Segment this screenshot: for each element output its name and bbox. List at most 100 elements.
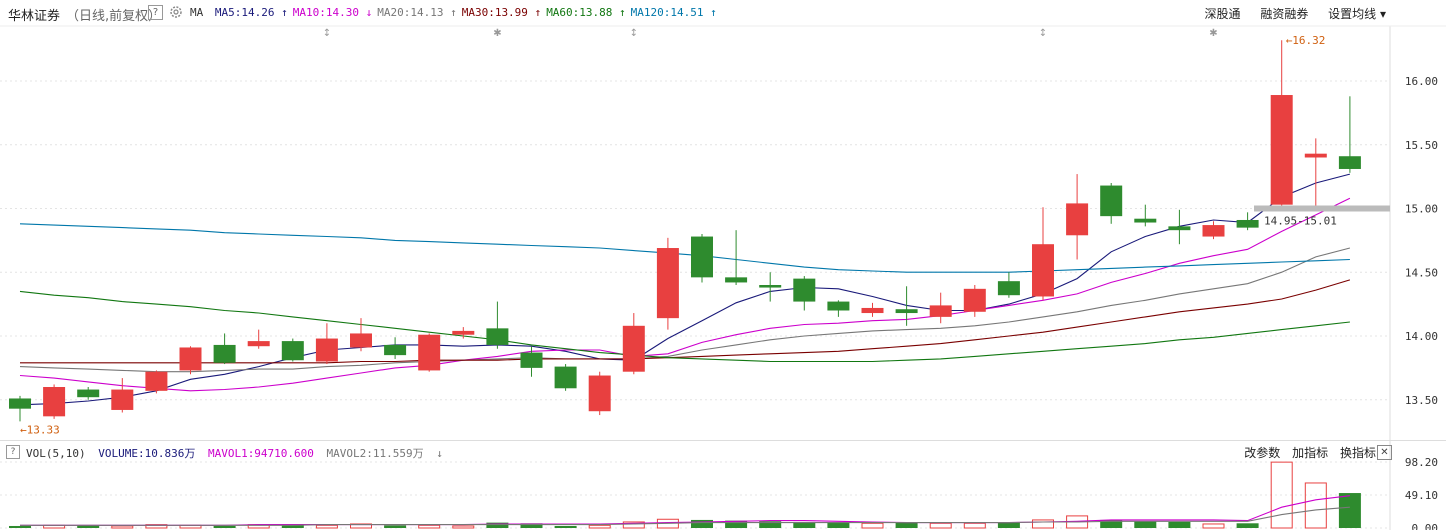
candle — [43, 387, 66, 417]
volume-bar — [691, 519, 713, 528]
candle — [350, 333, 372, 348]
volume-bar — [1168, 521, 1191, 528]
ma-legend-item: MA5:14.26 ↑ — [214, 6, 288, 19]
close-icon[interactable]: ✕ — [1377, 445, 1392, 460]
ma-legend-item: MA20:14.13 ↑ — [377, 6, 457, 19]
volume-bar — [145, 524, 168, 529]
ma-legend: MA MA5:14.26 ↑ MA10:14.30 ↓ MA20:14.13 ↑ MA… — [190, 6, 727, 19]
volume-bar — [963, 522, 986, 529]
ma-legend-item: MA120:14.51 ↑ — [630, 6, 717, 19]
volume-bar — [9, 525, 31, 528]
switch-indicator-button[interactable]: 换指标 — [1339, 446, 1376, 460]
top-bar: 华林证券 （日线,前复权） ? MA MA5:14.26 ↑ MA10:14.30 … — [0, 0, 1446, 26]
price-tick-label: 15.50 — [1405, 139, 1438, 152]
price-tick-label: 16.00 — [1405, 75, 1438, 88]
edit-params-button[interactable]: 改参数 — [1244, 446, 1281, 460]
candle — [384, 344, 407, 356]
volume-bar — [315, 524, 338, 529]
candle — [1168, 226, 1191, 231]
candle — [861, 307, 884, 314]
candle — [997, 281, 1020, 296]
help-icon[interactable]: ? — [148, 5, 163, 20]
candle — [452, 330, 475, 335]
volume-bar — [997, 522, 1020, 528]
volume-bar — [861, 522, 884, 529]
candle — [929, 305, 952, 317]
event-marker: ↕ — [323, 28, 331, 39]
ma-line-ma5 — [19, 173, 1351, 406]
candle — [315, 338, 338, 362]
volume-tick-label: 98.20 — [1405, 456, 1438, 469]
volume-bar — [384, 525, 407, 528]
stock-title: 华林证券 （日线,前复权） — [8, 5, 161, 24]
mavol2-value: MAVOL2:11.559万 ↓ — [326, 447, 443, 460]
volume-bar — [452, 525, 475, 529]
candle — [486, 328, 509, 345]
candle — [179, 347, 202, 371]
candle — [247, 341, 270, 347]
price-tick-label: 13.50 — [1405, 394, 1438, 407]
vol-label: VOL(5,10) — [26, 447, 86, 460]
range-label: 14.95-15.01 — [1264, 215, 1337, 228]
volume-value: VOLUME:10.836万 — [98, 447, 196, 460]
volume-bar — [793, 521, 816, 528]
ma-line-ma10 — [19, 197, 1351, 392]
mavol2-line — [20, 506, 1350, 526]
volume-actions: 改参数 加指标 换指标 — [1236, 444, 1376, 461]
ma-line-ma60 — [19, 290, 1350, 363]
candle — [1202, 225, 1225, 237]
candle — [622, 325, 645, 372]
candle — [1270, 95, 1293, 205]
candle — [1236, 219, 1259, 228]
volume-bar — [77, 525, 100, 528]
volume-bar — [111, 525, 134, 529]
candle — [418, 334, 441, 371]
event-marker: ↕ — [630, 28, 638, 39]
ma-label: MA — [190, 6, 204, 19]
candle — [759, 285, 782, 288]
candle — [588, 375, 611, 412]
candle — [9, 398, 31, 409]
candle — [793, 278, 816, 302]
stock-name: 华林证券 — [8, 9, 61, 24]
price-tick-label: 14.00 — [1405, 330, 1438, 343]
candle — [554, 366, 577, 389]
volume-bar — [1202, 523, 1225, 529]
mavol1-value: MAVOL1:94710.600 — [207, 447, 314, 460]
set-ma-dropdown[interactable]: 设置均线 ▾ — [1328, 7, 1386, 21]
candle — [1066, 203, 1089, 236]
gear-icon[interactable] — [169, 5, 183, 19]
volume-bar — [1100, 519, 1123, 528]
event-marker: ✱ — [493, 28, 501, 39]
chart-mode: （日线,前复权） — [66, 9, 162, 24]
volume-tick-label: 49.10 — [1405, 489, 1438, 502]
volume-bar — [759, 521, 782, 528]
candle — [145, 371, 168, 391]
volume-bar — [1338, 493, 1361, 528]
volume-bar — [1236, 523, 1259, 528]
ma-legend-item: MA30:13.99 ↑ — [461, 6, 542, 19]
volume-help-icon[interactable]: ? — [6, 445, 20, 459]
price-tick-label: 14.50 — [1405, 266, 1438, 279]
volume-legend: VOL(5,10) VOLUME:10.836万 MAVOL1:94710.60… — [26, 445, 455, 461]
link-shengutong[interactable]: 深股通 — [1204, 7, 1241, 21]
event-marker: ↕ — [1039, 28, 1047, 39]
candle — [656, 248, 679, 319]
volume-bar — [213, 525, 236, 528]
top-links: 深股通 融资融券 设置均线 ▾ — [1188, 5, 1386, 22]
ma-legend-item: MA60:13.88 ↑ — [546, 6, 626, 19]
volume-bar — [929, 522, 952, 529]
volume-bar — [1032, 519, 1054, 529]
add-indicator-button[interactable]: 加指标 — [1292, 446, 1329, 460]
volume-bar — [1134, 521, 1157, 528]
volume-bar — [622, 521, 645, 529]
link-margin-trading[interactable]: 融资融券 — [1260, 7, 1309, 21]
candle — [963, 288, 986, 312]
volume-bar — [725, 520, 748, 528]
candle — [827, 301, 850, 311]
volume-bar — [1270, 461, 1293, 529]
volume-bar — [486, 522, 509, 528]
candle — [725, 277, 748, 283]
volume-tick-label: 0.00 — [1412, 522, 1439, 530]
